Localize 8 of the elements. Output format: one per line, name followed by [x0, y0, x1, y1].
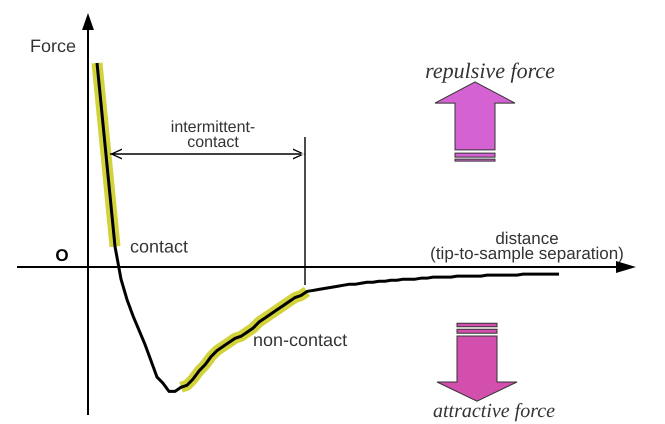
text: attractive force — [433, 400, 556, 422]
y-axis-title: Force — [30, 36, 76, 56]
text: O — [55, 246, 69, 265]
series-label: non-contact — [253, 330, 348, 350]
series-label: contact — [130, 236, 188, 257]
annotation: intermittent- contact — [170, 119, 256, 151]
annotation: repulsive force — [425, 58, 556, 83]
x-axis-title: distance (tip-to-sample separation) — [430, 229, 624, 263]
